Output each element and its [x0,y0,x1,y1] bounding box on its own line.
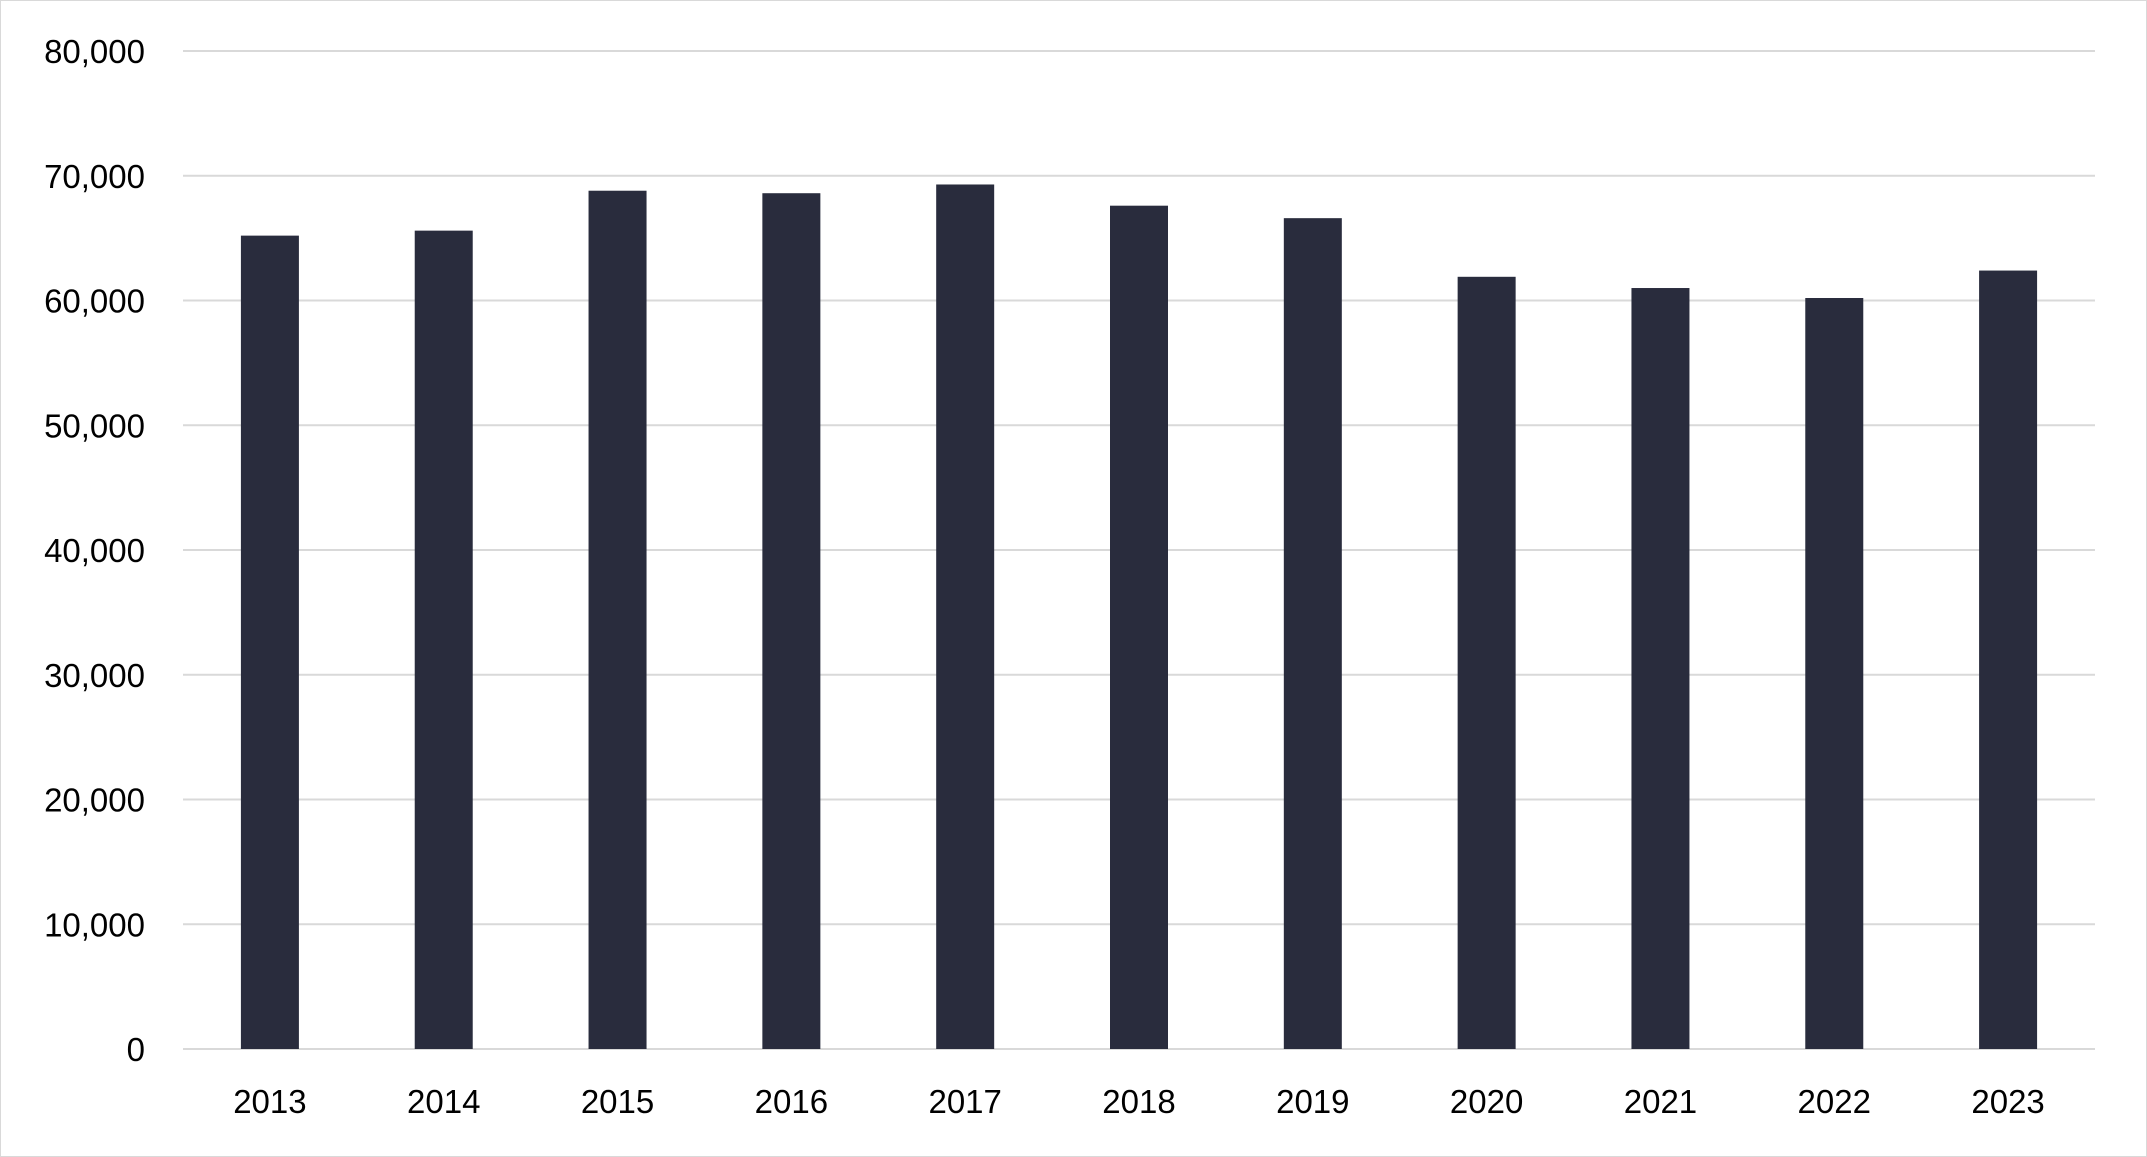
y-tick-label: 50,000 [44,407,145,444]
y-tick-label: 60,000 [44,283,145,320]
bar-2015 [588,190,647,1050]
y-tick-label: 80,000 [44,33,145,70]
x-tick-label: 2016 [755,1083,828,1120]
bar-2021 [1631,288,1690,1049]
x-tick-label: 2014 [407,1083,480,1120]
y-tick-label: 40,000 [44,532,145,569]
x-tick-label: 2013 [233,1083,306,1120]
y-axis-tick-labels: 0 10,000 20,000 30,000 40,000 50,000 60,000 70,… [44,33,145,1068]
bar-2014 [414,230,473,1049]
y-tick-label: 70,000 [44,158,145,195]
x-tick-label: 2019 [1276,1083,1349,1120]
x-axis-tick-labels: 2013 2014 2015 2016 2017 2018 2019 2020 2021 2022… [233,1083,2045,1120]
y-tick-label: 10,000 [44,906,145,943]
x-tick-label: 2018 [1102,1083,1175,1120]
bars [240,184,2038,1050]
bar-2023 [1979,270,2038,1049]
x-tick-label: 2015 [581,1083,654,1120]
x-tick-label: 2020 [1450,1083,1523,1120]
bar-2013 [240,235,299,1049]
x-tick-label: 2017 [928,1083,1001,1120]
y-tick-label: 30,000 [44,657,145,694]
bar-2016 [762,193,821,1050]
bar-2022 [1805,298,1864,1049]
x-tick-label: 2021 [1624,1083,1697,1120]
bar-2017 [936,184,995,1050]
bar-2018 [1110,205,1168,1049]
y-tick-label: 0 [127,1031,145,1068]
bar-2019 [1283,218,1342,1050]
bar-2020 [1457,276,1516,1049]
y-tick-label: 20,000 [44,782,145,819]
x-tick-label: 2022 [1798,1083,1871,1120]
x-tick-label: 2023 [1971,1083,2044,1120]
